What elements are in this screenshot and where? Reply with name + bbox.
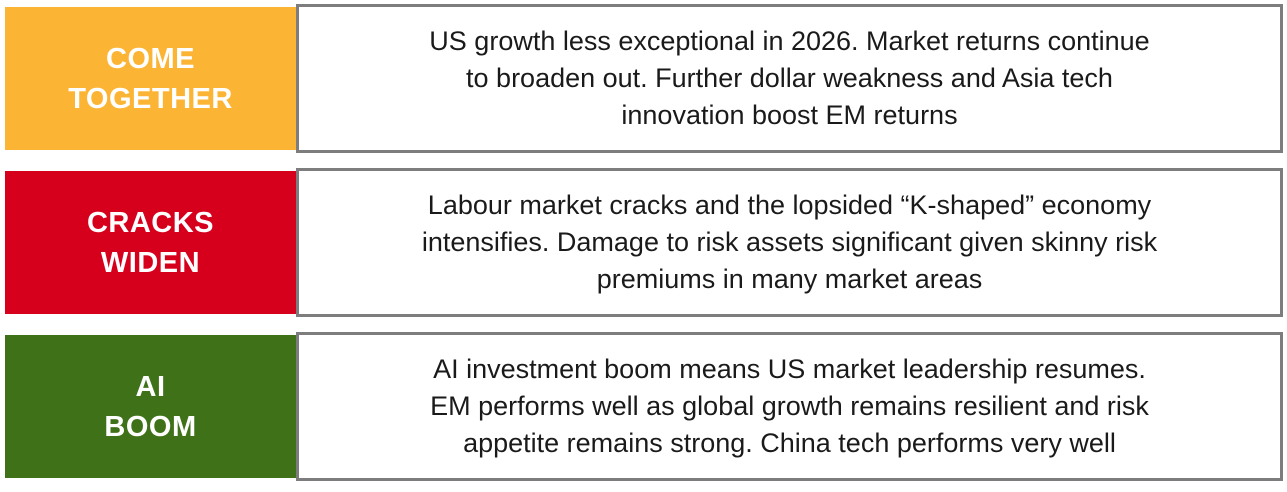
- scenario-label-ai-boom: AI BOOM: [5, 335, 296, 478]
- scenario-description-cracks-widen: Labour market cracks and the lopsided “K…: [296, 168, 1283, 317]
- scenario-row-come-together: COME TOGETHER US growth less exceptional…: [5, 4, 1283, 153]
- scenario-row-cracks-widen: CRACKS WIDEN Labour market cracks and th…: [5, 168, 1283, 317]
- scenario-description-come-together: US growth less exceptional in 2026. Mark…: [296, 4, 1283, 153]
- scenario-label-come-together: COME TOGETHER: [5, 7, 296, 150]
- scenario-label-cracks-widen: CRACKS WIDEN: [5, 171, 296, 314]
- scenario-row-ai-boom: AI BOOM AI investment boom means US mark…: [5, 332, 1283, 481]
- scenario-description-ai-boom: AI investment boom means US market leade…: [296, 332, 1283, 481]
